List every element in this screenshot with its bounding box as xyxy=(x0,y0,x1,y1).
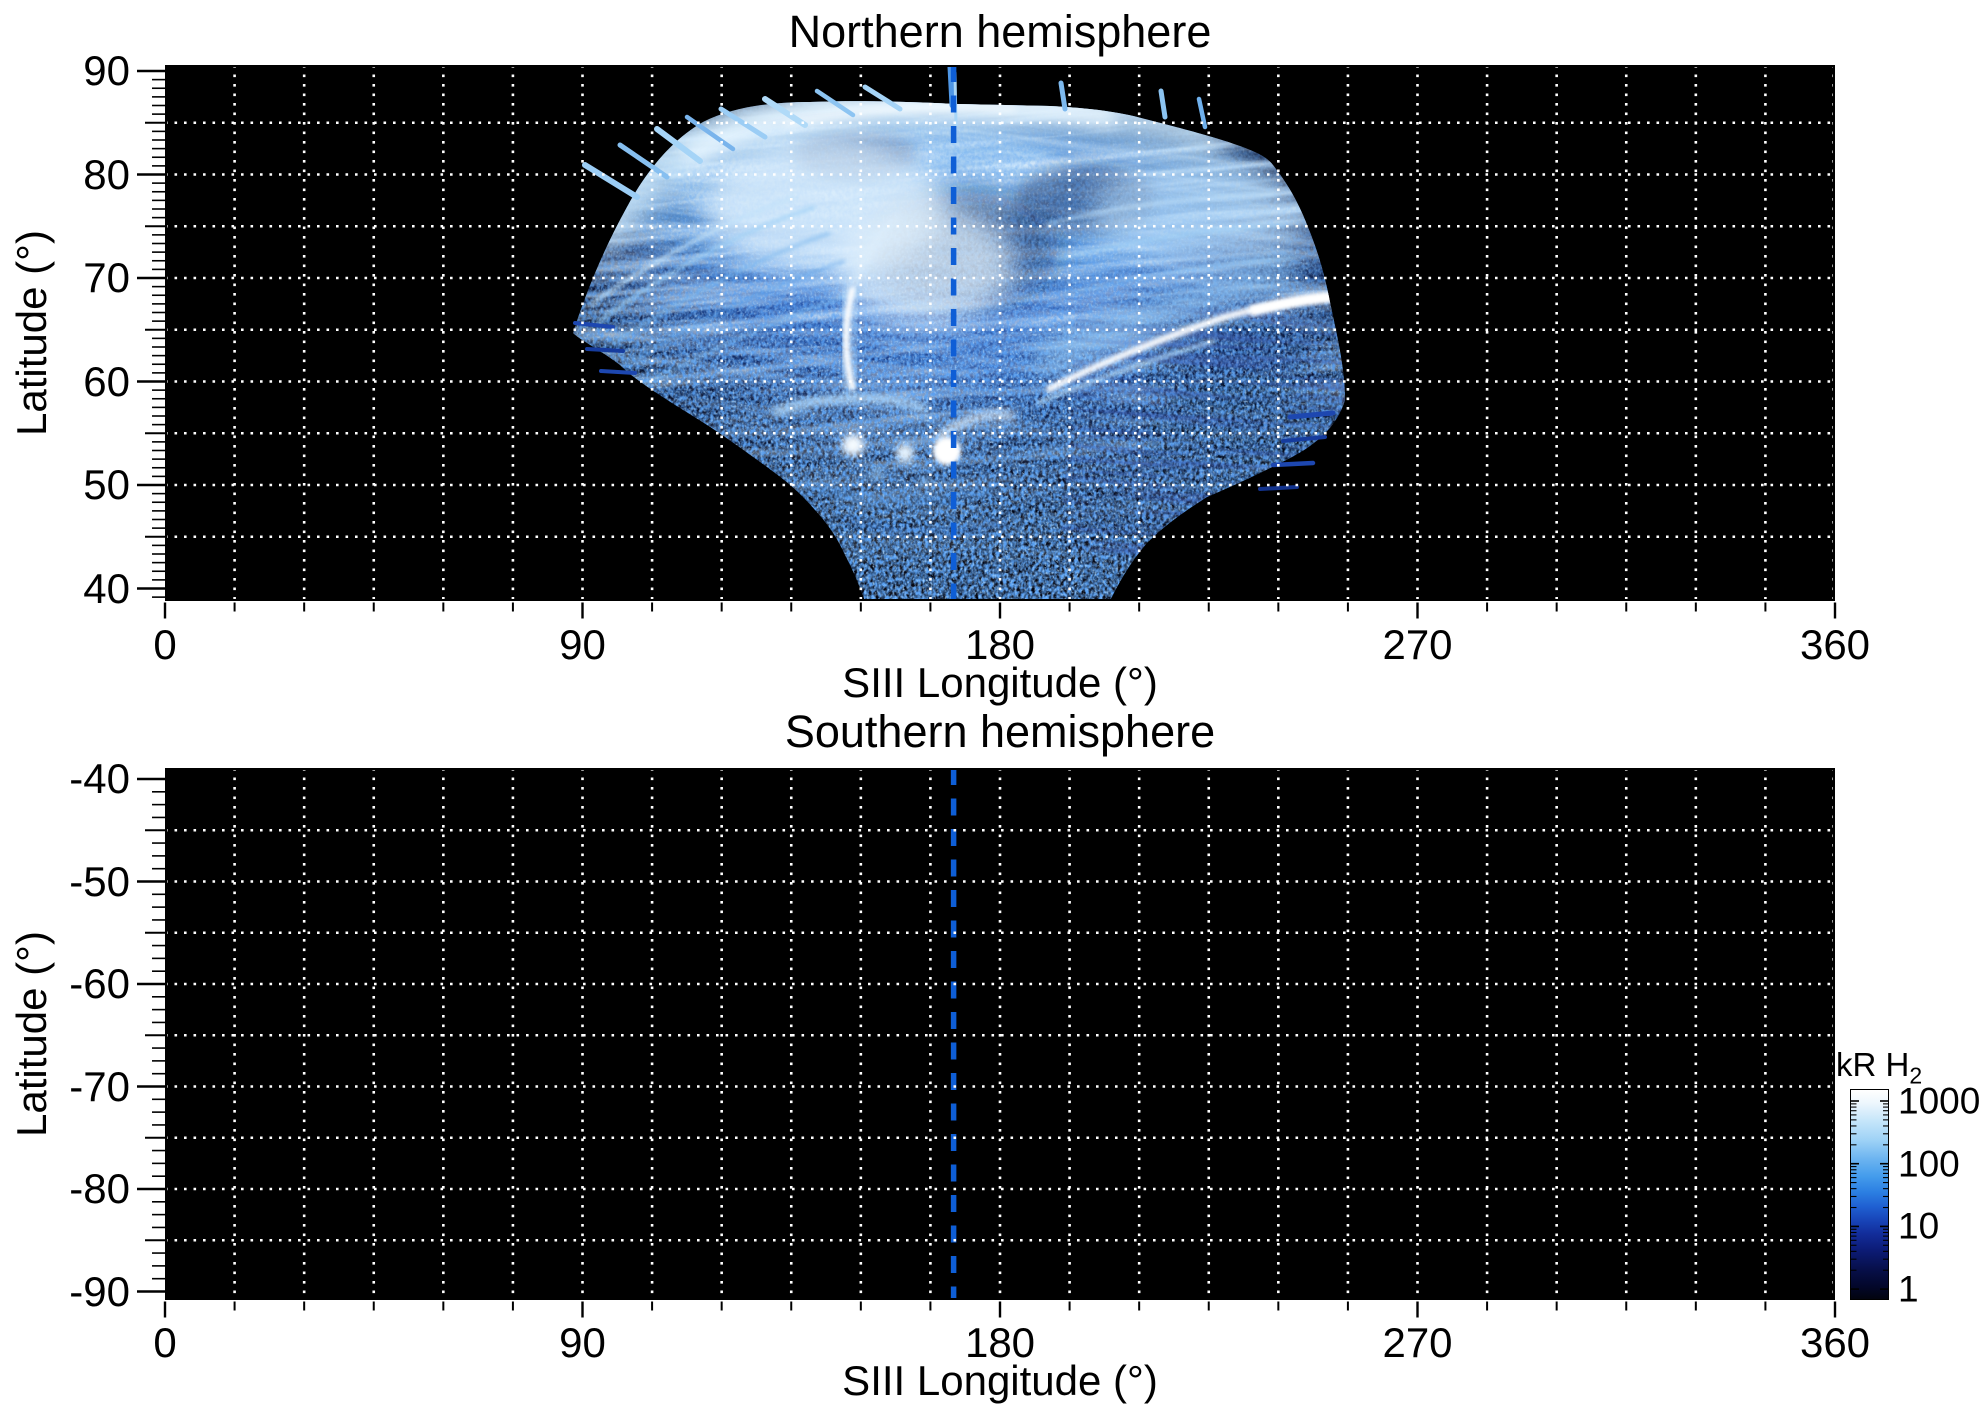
north-x-tick-label: 180 xyxy=(964,621,1036,668)
south-plot-frame xyxy=(165,768,1835,1300)
south-y-tick-label: -70 xyxy=(69,1062,130,1110)
aurora-swath-edge-spikes xyxy=(573,65,1336,491)
north-plot-frame xyxy=(165,65,1835,601)
north-heatmap-panel xyxy=(165,65,1835,601)
south-gridlines xyxy=(165,768,1835,1300)
colorbar-title: kR H2 xyxy=(1836,1048,1922,1088)
south-x-tick-label: 360 xyxy=(1799,1319,1871,1366)
south-x-tick-label: 270 xyxy=(1382,1319,1453,1366)
south-y-tick-label: -80 xyxy=(69,1165,130,1212)
north-y-tick-label: 80 xyxy=(83,150,130,198)
north-y-tick-label: 90 xyxy=(83,47,130,94)
south-y-tick-label: -40 xyxy=(69,755,130,802)
north-x-tick-label: 90 xyxy=(559,621,606,668)
north-y-tick-label: 50 xyxy=(83,461,130,508)
south-title: Southern hemisphere xyxy=(784,706,1216,757)
colorbar-tick-label: 1 xyxy=(1898,1268,1919,1310)
colorbar-tick-label: 1000 xyxy=(1898,1080,1981,1122)
south-y-tick-label: -50 xyxy=(69,857,130,905)
colorbar-gradient xyxy=(1850,1089,1889,1300)
north-y-tick-label: 70 xyxy=(83,254,130,301)
south-x-tick-label: 0 xyxy=(153,1319,177,1366)
north-x-tick-label: 0 xyxy=(153,621,177,668)
south-empty-image xyxy=(165,768,1835,1300)
south-heatmap-panel xyxy=(165,768,1835,1300)
north-y-tick-label: 60 xyxy=(83,357,130,405)
south-y-tick-label: -60 xyxy=(69,960,130,1007)
north-aurora-image xyxy=(165,65,1835,601)
colorbar-title-subscript: 2 xyxy=(1909,1062,1923,1089)
colorbar-title-text: kR H xyxy=(1836,1046,1910,1083)
colorbar-tick-label: 100 xyxy=(1898,1143,1960,1185)
north-x-tick-label: 270 xyxy=(1382,621,1453,668)
north-title: Northern hemisphere xyxy=(788,6,1212,57)
north-y-tick-label: 40 xyxy=(83,564,130,612)
south-x-tick-label: 90 xyxy=(559,1319,606,1366)
south-xaxis-title: SIII Longitude (°) xyxy=(842,1357,1158,1404)
south-x-tick-label: 180 xyxy=(964,1319,1036,1366)
south-y-tick-label: -90 xyxy=(69,1267,130,1315)
north-x-tick-label: 360 xyxy=(1799,621,1871,668)
north-xaxis-title: SIII Longitude (°) xyxy=(842,659,1158,706)
colorbar-tick-label: 10 xyxy=(1898,1205,1940,1247)
